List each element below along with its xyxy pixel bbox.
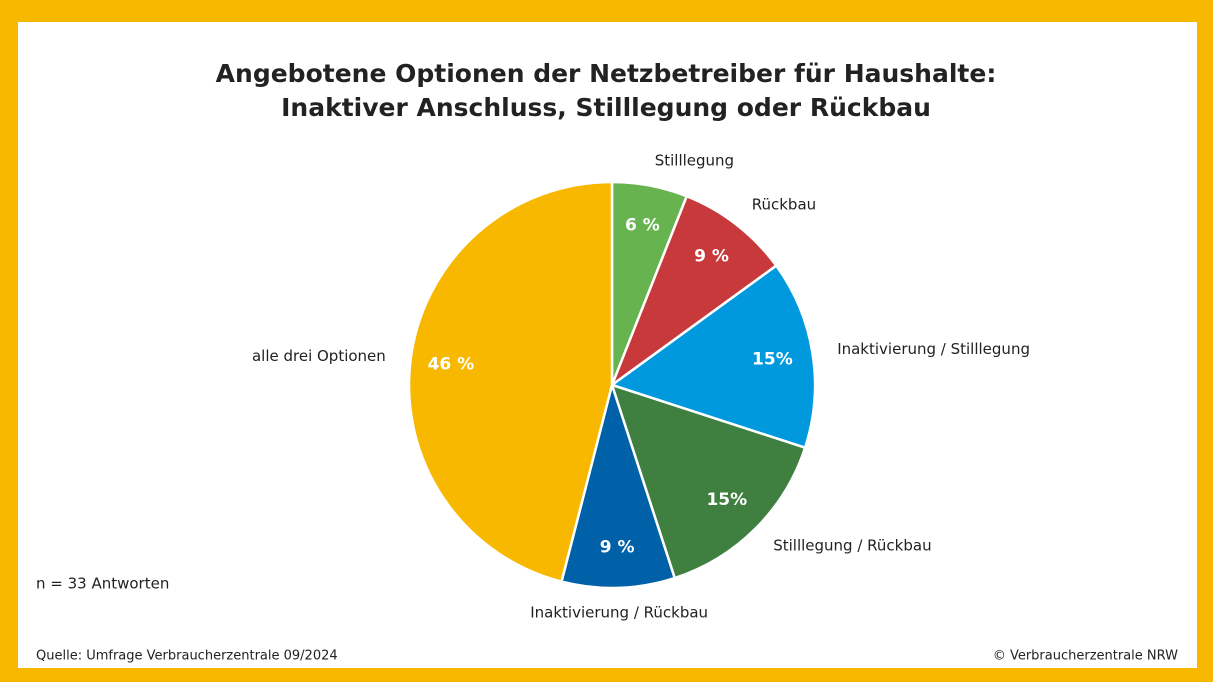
pie-slice <box>559 380 677 590</box>
source: Quelle: Umfrage Verbraucherzentrale 09/2… <box>36 649 338 664</box>
value-label: 46 % <box>428 355 475 375</box>
chart-title: Inaktiver Anschluss, Stilllegung oder Rü… <box>281 93 931 122</box>
note: n = 33 Antworten <box>36 575 169 593</box>
pie-slice <box>609 263 817 450</box>
category-label: Rückbau <box>752 195 816 213</box>
category-label: Inaktivierung / Stilllegung <box>837 340 1030 358</box>
category-label: Inaktivierung / Rückbau <box>530 603 708 621</box>
value-label: 6 % <box>625 215 660 235</box>
category-label: Stilllegung / Rückbau <box>773 537 931 555</box>
pie-slice <box>407 180 614 584</box>
value-label: 15% <box>752 350 793 370</box>
value-label: 9 % <box>600 537 635 557</box>
category-label: alle drei Optionen <box>252 347 386 365</box>
category-label: Stilllegung <box>655 152 734 170</box>
pie-slice <box>609 194 778 389</box>
value-label: 15% <box>706 490 747 510</box>
value-label: 9 % <box>694 247 729 267</box>
copyright: © Verbraucherzentrale NRW <box>993 649 1178 664</box>
chart-title: Angebotene Optionen der Netzbetreiber fü… <box>216 59 997 88</box>
